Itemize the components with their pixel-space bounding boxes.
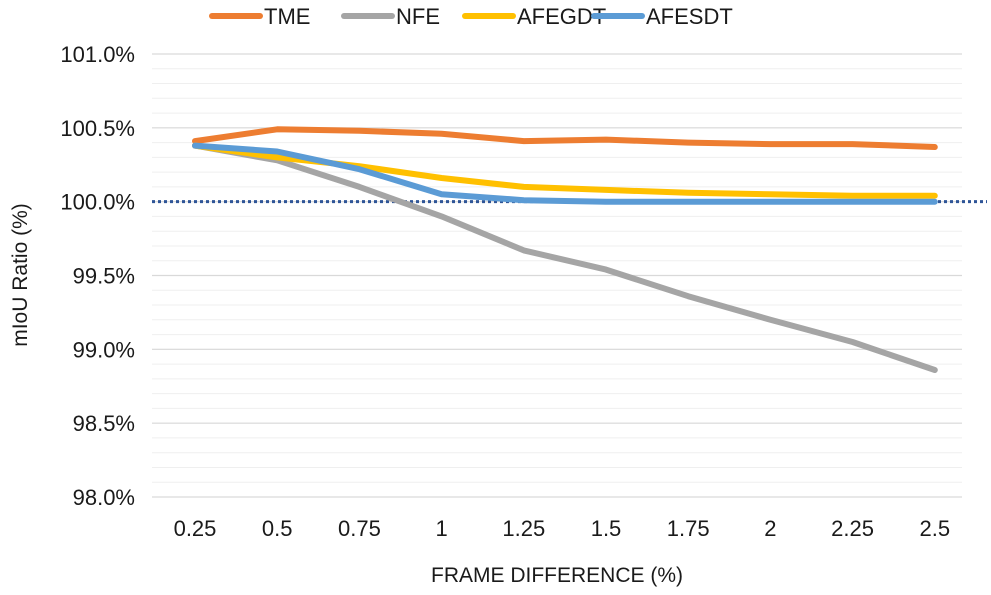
legend-label-nfe: NFE [396, 4, 440, 29]
series-lines [192, 126, 938, 373]
major-gridlines [152, 53, 962, 498]
legend: TME NFE AFEGDT AFESDT [209, 4, 733, 29]
x-tick-label: 0.25 [174, 516, 217, 541]
y-tick-label: 101.0% [60, 42, 135, 67]
y-tick-label: 98.5% [73, 411, 135, 436]
x-tick-label: 0.5 [262, 516, 293, 541]
series-line-tme [192, 126, 938, 150]
y-axis-tick-labels: 98.0% 98.5% 99.0% 99.5% 100.0% 100.5% 101.0% [60, 42, 135, 510]
y-tick-label: 99.5% [73, 264, 135, 289]
series-line-nfe [192, 142, 938, 373]
x-axis-tick-labels: 0.25 0.5 0.75 1 1.25 1.5 1.75 2 2.25 2.5 [174, 516, 951, 541]
x-tick-label: 2 [764, 516, 776, 541]
x-tick-label: 0.75 [338, 516, 381, 541]
x-axis-label: FRAME DIFFERENCE (%) [431, 564, 683, 587]
y-axis-label: mIoU Ratio (%) [9, 203, 32, 347]
y-tick-label: 100.5% [60, 116, 135, 141]
series-line-afesdt [192, 142, 938, 205]
y-tick-label: 99.0% [73, 337, 135, 362]
legend-label-afesdt: AFESDT [646, 4, 733, 29]
x-tick-label: 1.25 [502, 516, 545, 541]
x-tick-label: 1 [435, 516, 447, 541]
x-tick-label: 2.25 [831, 516, 874, 541]
y-tick-label: 98.0% [73, 485, 135, 510]
x-tick-label: 2.5 [920, 516, 951, 541]
x-tick-label: 1.75 [667, 516, 710, 541]
y-tick-label: 100.0% [60, 190, 135, 215]
x-tick-label: 1.5 [591, 516, 622, 541]
legend-label-tme: TME [264, 4, 310, 29]
